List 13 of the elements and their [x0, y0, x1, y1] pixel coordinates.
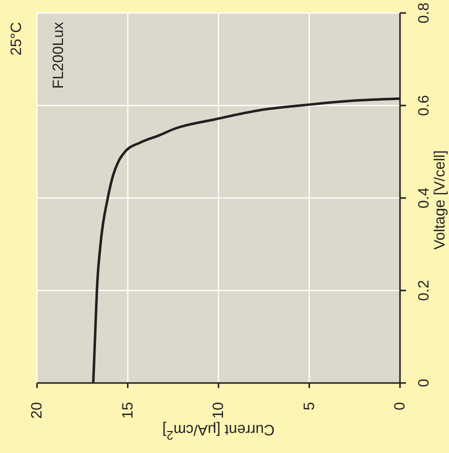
y-tick-label: 0.2	[415, 280, 432, 301]
y-tick-label: 0.4	[415, 188, 432, 208]
x-tick-label: 10	[210, 402, 227, 419]
y-tick-label: 0	[415, 378, 432, 388]
x-tick-label: 5	[300, 402, 318, 410]
annotation: FL200Lux	[50, 22, 67, 89]
y-tick-label: 0.8	[415, 2, 432, 24]
x-tick-label: 0	[392, 402, 408, 410]
x-tick-label: 20	[28, 402, 46, 419]
y-axis-title: Voltage [V/cell]	[432, 150, 448, 250]
y-tick-label: 0.6	[415, 95, 432, 116]
text: 25°C	[8, 22, 25, 56]
x-tick-label: 15	[119, 402, 136, 419]
